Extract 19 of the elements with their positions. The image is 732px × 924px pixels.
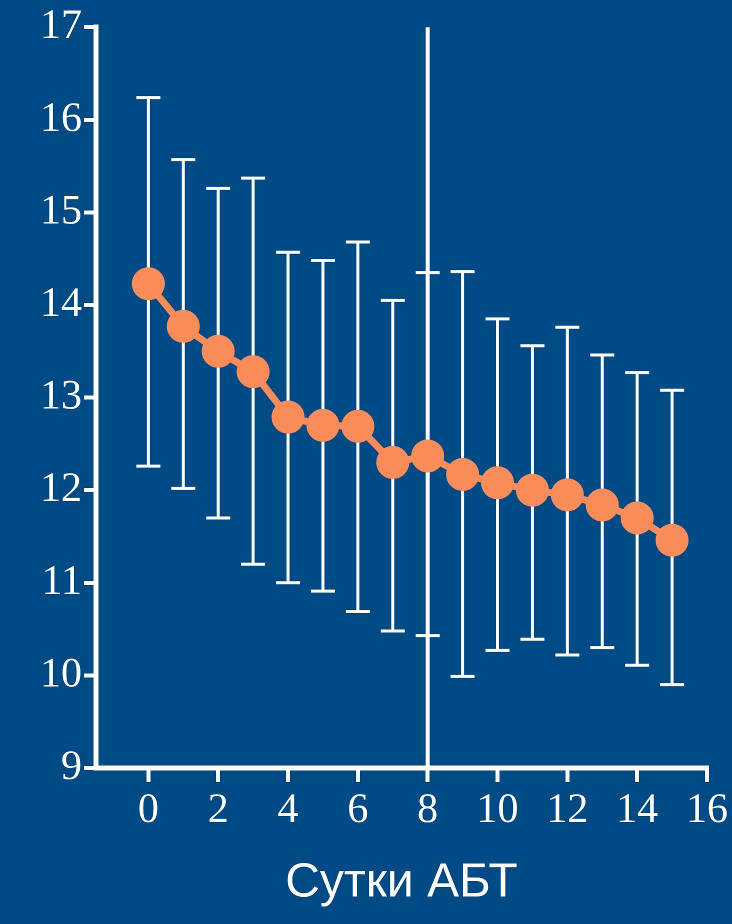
x-tick-label: 6 bbox=[347, 786, 368, 832]
x-tick-label: 16 bbox=[686, 786, 728, 832]
y-tick-label: 10 bbox=[40, 650, 82, 696]
y-tick-label: 9 bbox=[61, 743, 82, 790]
y-tick-label: 16 bbox=[40, 94, 82, 141]
x-tick-label: 2 bbox=[208, 786, 229, 832]
y-tick-label: 13 bbox=[40, 372, 82, 419]
y-tick-label: 14 bbox=[40, 280, 82, 326]
x-tick-label: 12 bbox=[546, 786, 588, 832]
y-tick-label: 12 bbox=[40, 465, 82, 512]
y-tick-label: 15 bbox=[40, 187, 82, 234]
x-axis-title: Сутки АБТ bbox=[285, 854, 518, 908]
y-tick-label: 11 bbox=[42, 558, 82, 604]
x-tick-label: 4 bbox=[278, 786, 299, 832]
x-tick-label: 0 bbox=[138, 786, 159, 832]
x-tick-label: 14 bbox=[616, 786, 658, 832]
x-tick-label: 8 bbox=[417, 786, 438, 832]
y-tick-label: 17 bbox=[40, 2, 82, 48]
x-tick-label: 10 bbox=[476, 786, 519, 832]
